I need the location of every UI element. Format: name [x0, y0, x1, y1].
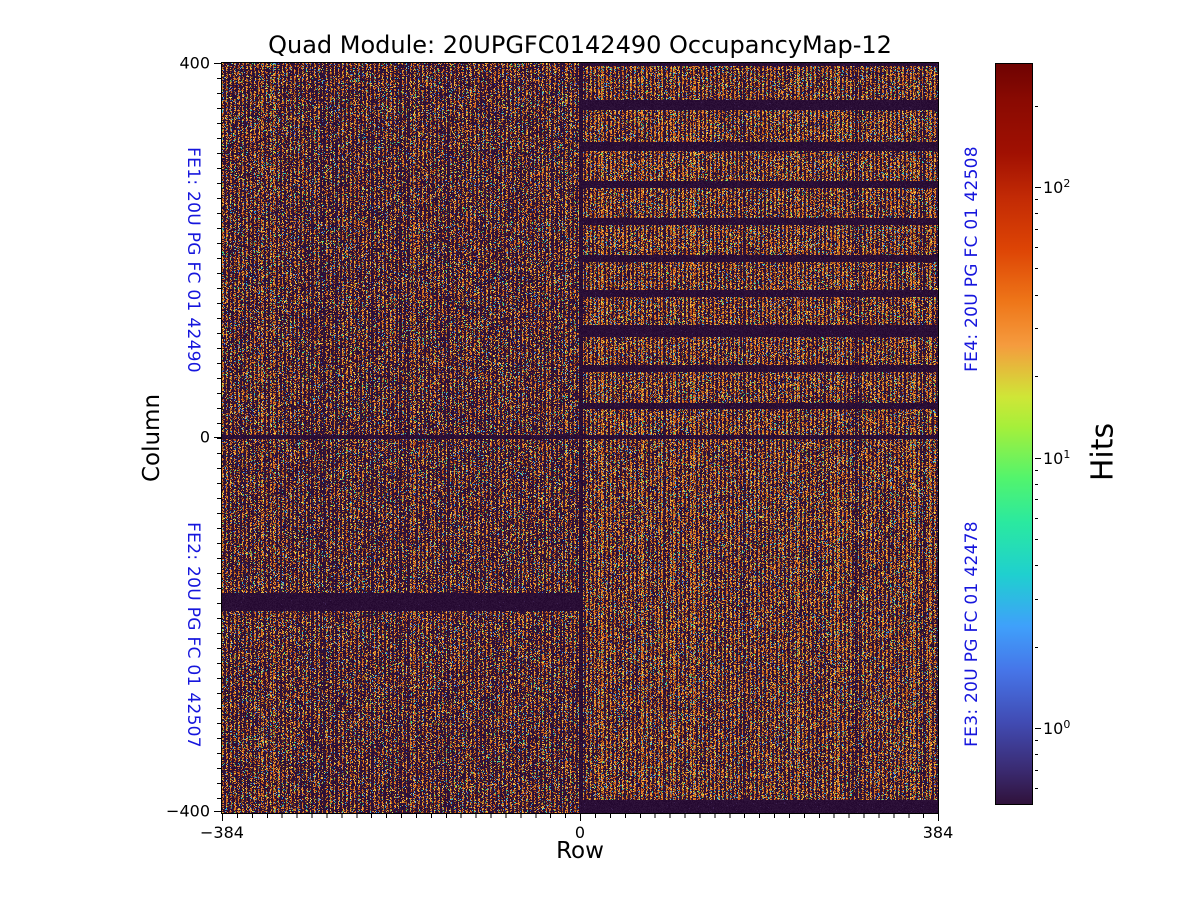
y-axis-minor-ticks	[217, 63, 221, 813]
x-major-tick-1	[580, 814, 581, 821]
x-major-tick-2	[938, 814, 939, 821]
y-tick-label-0: 400	[179, 53, 210, 73]
colorbar-minor-tick	[1035, 469, 1038, 471]
colorbar-minor-tick	[1035, 769, 1038, 771]
y-axis-label: Column	[139, 393, 165, 483]
colorbar	[995, 63, 1033, 805]
colorbar-minor-tick	[1035, 105, 1038, 107]
colorbar-minor-tick	[1035, 598, 1038, 600]
occupancy-heatmap	[222, 63, 938, 813]
x-axis-label: Row	[556, 838, 604, 864]
y-major-tick-2	[214, 811, 221, 812]
colorbar-minor-tick	[1035, 565, 1038, 567]
x-tick-label-2: 384	[922, 823, 954, 842]
colorbar-minor-tick	[1035, 247, 1038, 248]
colorbar-minor-tick	[1035, 517, 1038, 519]
colorbar-tick-label-0: 102	[1043, 176, 1071, 198]
colorbar-tick-label-1: 101	[1043, 447, 1071, 469]
x-major-tick-0	[222, 814, 223, 821]
colorbar-minor-tick	[1035, 483, 1038, 485]
colorbar-minor-tick	[1035, 228, 1038, 230]
plot-area	[221, 62, 939, 814]
colorbar-label: Hits	[1085, 422, 1121, 482]
fe2-chip-label: FE2: 20U PG FC 01 42507	[183, 522, 203, 748]
colorbar-minor-tick	[1035, 538, 1038, 540]
colorbar-minor-tick	[1035, 376, 1038, 378]
colorbar-minor-tick	[1035, 740, 1038, 742]
colorbar-minor-tick	[1035, 213, 1038, 215]
colorbar-tick-label-2: 100	[1043, 717, 1071, 739]
x-tick-label-1: 0	[574, 823, 586, 842]
colorbar-minor-tick	[1035, 268, 1038, 270]
y-tick-label-1: 0	[199, 427, 210, 447]
colorbar-minor-tick	[1035, 754, 1038, 756]
colorbar-major-tick-1	[1035, 458, 1041, 459]
fe4-chip-label: FE4: 20U PG FC 01 42508	[962, 146, 982, 372]
y-tick-label-2: −400	[166, 801, 210, 821]
colorbar-minor-tick	[1035, 328, 1038, 330]
y-major-tick-0	[214, 63, 221, 64]
colorbar-major-tick-0	[1035, 187, 1041, 188]
fe3-chip-label: FE3: 20U PG FC 01 42478	[962, 521, 982, 747]
colorbar-minor-tick	[1035, 199, 1038, 201]
colorbar-minor-tick	[1035, 646, 1038, 648]
plot-title: Quad Module: 20UPGFC0142490 OccupancyMap…	[268, 31, 892, 59]
x-tick-label-0: −384	[200, 823, 244, 842]
fe1-chip-label: FE1: 20U PG FC 01 42490	[183, 147, 203, 373]
y-major-tick-1	[214, 437, 221, 438]
colorbar-minor-tick	[1035, 294, 1038, 296]
colorbar-minor-tick	[1035, 788, 1038, 789]
colorbar-minor-tick	[1035, 499, 1038, 501]
colorbar-major-tick-2	[1035, 728, 1041, 729]
